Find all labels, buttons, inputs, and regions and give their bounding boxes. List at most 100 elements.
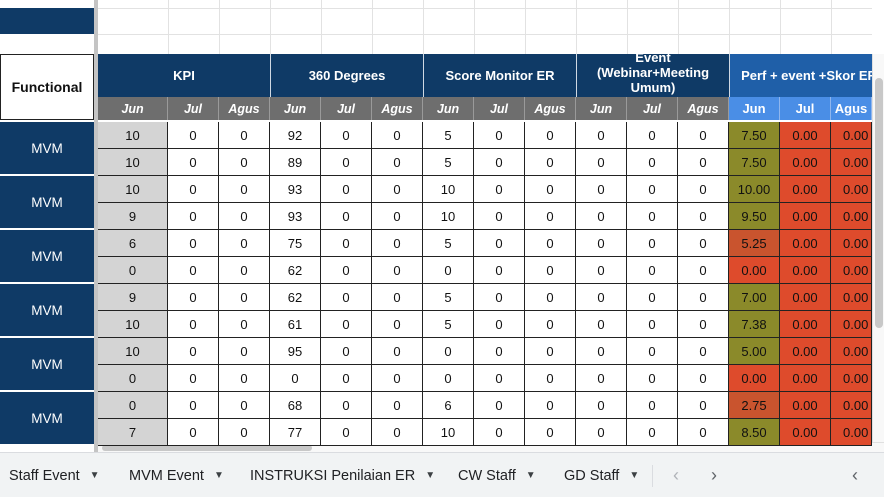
grid-cell[interactable]: 0.00 xyxy=(780,122,831,149)
grid-cell[interactable]: 0 xyxy=(219,419,270,446)
grid-cell[interactable]: 0 xyxy=(372,365,423,392)
grid-cell[interactable]: 0 xyxy=(168,284,219,311)
grid-cell[interactable]: 0 xyxy=(678,203,729,230)
grid-cell[interactable]: 0 xyxy=(678,419,729,446)
vertical-scrollbar[interactable] xyxy=(872,54,884,442)
grid-cell[interactable]: 0.00 xyxy=(780,419,831,446)
grid-cell[interactable]: 9 xyxy=(98,284,168,311)
grid-cell[interactable]: 10 xyxy=(423,203,474,230)
grid-cell[interactable]: 0 xyxy=(576,338,627,365)
grid-cell[interactable]: 0 xyxy=(321,230,372,257)
grid-cell[interactable]: 0.00 xyxy=(780,257,831,284)
grid-cell[interactable]: 10.00 xyxy=(729,176,780,203)
grid-cell[interactable]: 0 xyxy=(372,230,423,257)
grid-cell[interactable]: 0 xyxy=(321,203,372,230)
grid-cell[interactable]: 0.00 xyxy=(780,176,831,203)
grid-cell[interactable]: 0 xyxy=(474,311,525,338)
dropdown-caret-icon[interactable]: ▼ xyxy=(213,470,224,481)
grid-cell[interactable]: 5.25 xyxy=(729,230,780,257)
grid-cell[interactable]: 0 xyxy=(372,338,423,365)
grid-cell[interactable]: 0 xyxy=(219,365,270,392)
grid-cell[interactable]: 0 xyxy=(627,284,678,311)
grid-cell[interactable]: 0 xyxy=(219,122,270,149)
grid-cell[interactable]: 0 xyxy=(678,122,729,149)
grid-cell[interactable]: 0.00 xyxy=(780,338,831,365)
grid-cell[interactable]: 95 xyxy=(270,338,321,365)
chevron-right-icon[interactable]: › xyxy=(711,465,717,485)
grid-cell[interactable]: 0 xyxy=(678,311,729,338)
grid-cell[interactable]: 7.00 xyxy=(729,284,780,311)
grid-cell[interactable]: 0 xyxy=(474,122,525,149)
grid-cell[interactable]: 0 xyxy=(576,284,627,311)
grid-cell[interactable]: 0 xyxy=(627,203,678,230)
grid-cell[interactable]: 92 xyxy=(270,122,321,149)
grid-cell[interactable]: 0 xyxy=(219,311,270,338)
grid-cell[interactable]: 0 xyxy=(372,284,423,311)
sheet-tab-cw-staff[interactable]: CW Staff ▼ xyxy=(458,453,536,498)
grid-cell[interactable]: 0 xyxy=(627,176,678,203)
grid-cell[interactable]: 0 xyxy=(372,122,423,149)
dropdown-caret-icon[interactable]: ▼ xyxy=(629,470,640,481)
grid-cell[interactable]: 93 xyxy=(270,203,321,230)
grid-cell[interactable]: 0 xyxy=(372,257,423,284)
grid-cell[interactable]: 0 xyxy=(321,311,372,338)
dropdown-caret-icon[interactable]: ▼ xyxy=(89,470,100,481)
grid-cell[interactable]: 0 xyxy=(168,365,219,392)
grid-cell[interactable]: 0 xyxy=(474,230,525,257)
grid-cell[interactable]: 0 xyxy=(168,176,219,203)
grid-cell[interactable]: 0 xyxy=(474,284,525,311)
grid-cell[interactable]: 0 xyxy=(168,419,219,446)
chevron-left-icon[interactable]: ‹ xyxy=(673,465,679,485)
grid-cell[interactable]: 0 xyxy=(525,365,576,392)
grid-cell[interactable]: 0 xyxy=(525,176,576,203)
grid-cell[interactable]: 0 xyxy=(372,419,423,446)
grid-cell[interactable]: 0 xyxy=(321,338,372,365)
functional-cell[interactable]: MVM xyxy=(0,176,94,230)
grid-cell[interactable]: 0 xyxy=(423,257,474,284)
grid-cell[interactable]: 10 xyxy=(98,176,168,203)
grid-cell[interactable]: 0 xyxy=(423,338,474,365)
grid-cell[interactable]: 0 xyxy=(98,257,168,284)
grid-cell[interactable]: 0 xyxy=(678,230,729,257)
grid-cell[interactable]: 0 xyxy=(219,230,270,257)
sheet-tab-instruksi[interactable]: INSTRUKSI Penilaian ER ▼ xyxy=(250,453,435,498)
grid-cell[interactable]: 0 xyxy=(627,419,678,446)
grid-cell[interactable]: 0 xyxy=(168,149,219,176)
grid-cell[interactable]: 0 xyxy=(321,419,372,446)
grid-cell[interactable]: 0 xyxy=(219,203,270,230)
horizontal-scrollbar-thumb[interactable] xyxy=(102,445,312,451)
grid-cell[interactable]: 0 xyxy=(576,149,627,176)
grid-cell[interactable]: 0.00 xyxy=(831,419,872,446)
grid-cell[interactable]: 0.00 xyxy=(729,365,780,392)
grid-cell[interactable]: 5 xyxy=(423,149,474,176)
grid-cell[interactable]: 0 xyxy=(321,122,372,149)
grid-cell[interactable]: 0 xyxy=(678,257,729,284)
functional-cell[interactable]: MVM xyxy=(0,122,94,176)
grid-cell[interactable]: 0.00 xyxy=(780,284,831,311)
grid-cell[interactable]: 0 xyxy=(219,176,270,203)
grid-cell[interactable]: 2.75 xyxy=(729,392,780,419)
grid-cell[interactable]: 0 xyxy=(525,392,576,419)
grid-cell[interactable]: 0 xyxy=(474,176,525,203)
grid-cell[interactable]: 0 xyxy=(576,392,627,419)
dropdown-caret-icon[interactable]: ▼ xyxy=(425,470,436,481)
vertical-scrollbar-thumb[interactable] xyxy=(875,78,883,328)
grid-cell[interactable]: 0 xyxy=(219,338,270,365)
grid-cell[interactable]: 0 xyxy=(474,149,525,176)
grid-cell[interactable]: 0 xyxy=(321,365,372,392)
grid-cell[interactable]: 62 xyxy=(270,284,321,311)
grid-cell[interactable]: 10 xyxy=(98,338,168,365)
grid-cell[interactable]: 0 xyxy=(168,338,219,365)
functional-cell[interactable]: MVM xyxy=(0,284,94,338)
grid-cell[interactable]: 0.00 xyxy=(831,284,872,311)
grid-cell[interactable]: 0 xyxy=(525,311,576,338)
grid-cell[interactable]: 0 xyxy=(474,419,525,446)
grid-cell[interactable]: 8.50 xyxy=(729,419,780,446)
grid-cell[interactable]: 0 xyxy=(372,311,423,338)
freeze-divider-lower[interactable] xyxy=(94,54,98,452)
grid-cell[interactable]: 0 xyxy=(678,149,729,176)
functional-cell[interactable]: MVM xyxy=(0,392,94,446)
grid-cell[interactable]: 0.00 xyxy=(831,176,872,203)
grid-cell[interactable]: 5 xyxy=(423,122,474,149)
grid-cell[interactable]: 6 xyxy=(423,392,474,419)
